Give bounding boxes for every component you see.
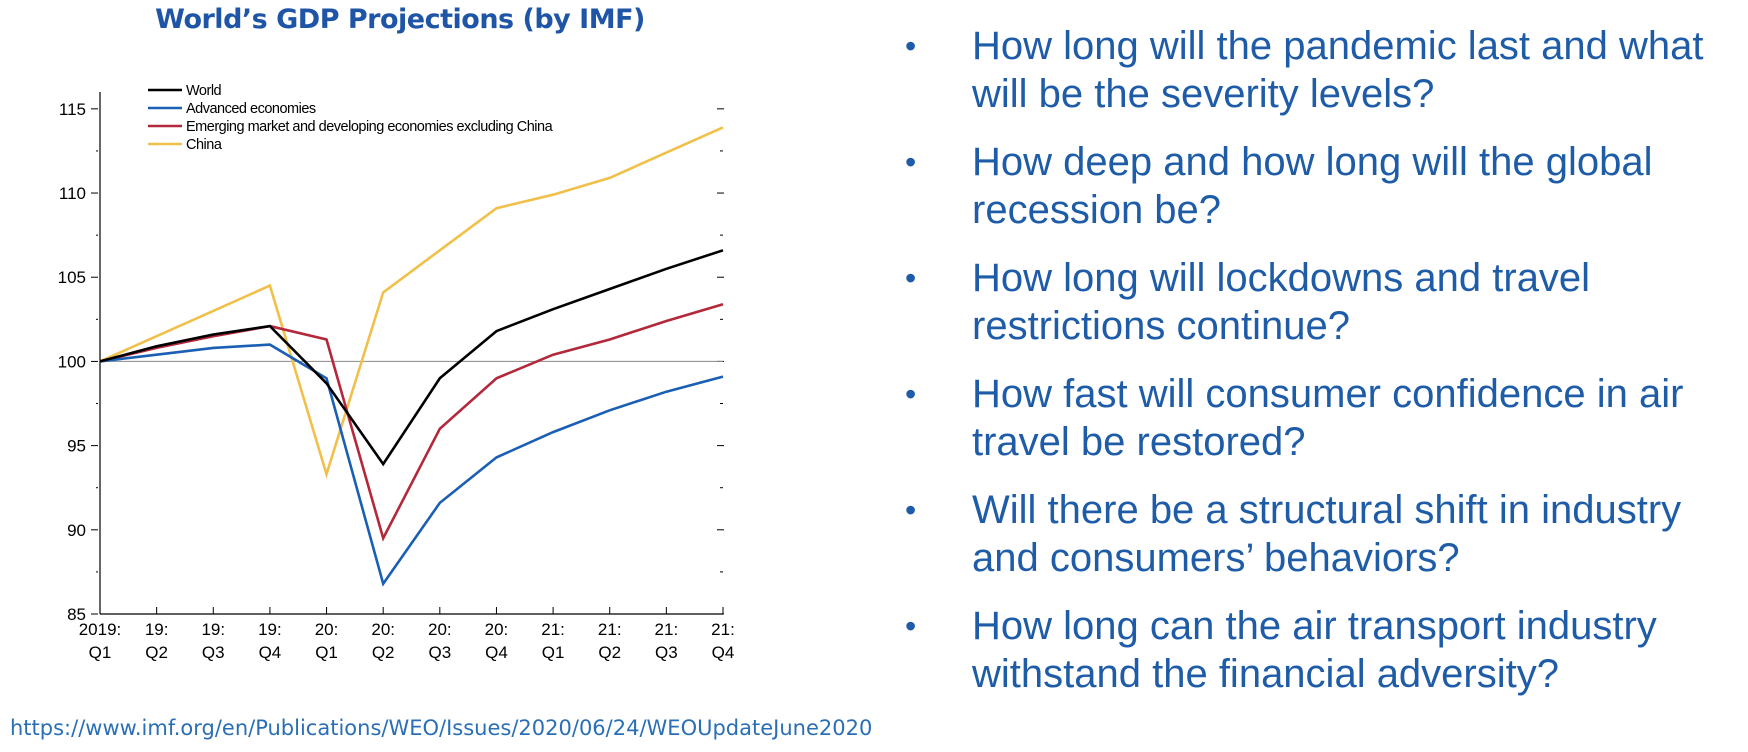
source-link[interactable]: https://www.imf.org/en/Publications/WEO/… [10,716,873,740]
bullet-dot-icon: • [905,492,917,528]
legend-label-china: China [186,137,223,153]
chart-title: World’s GDP Projections (by IMF) [155,4,645,35]
x-tick-label-quarter: Q2 [145,643,168,662]
question-item: • How fast will consumer confidence in ai… [905,370,1745,466]
y-tick-label: 110 [59,184,86,203]
x-tick-label-year: 20: [485,620,509,639]
bullet-dot-icon: • [905,28,917,64]
series-line-advanced-economies [99,343,724,587]
x-tick-label-quarter: Q4 [712,643,735,662]
x-tick-label-year: 20: [371,620,395,639]
x-tick-label-year: 19: [145,620,169,639]
y-tick-label: 115 [59,100,86,119]
series-line-china [99,126,724,479]
question-item: • How long can the air transport industry… [905,602,1745,698]
x-tick-label-quarter: Q3 [428,643,451,662]
bullet-dot-icon: • [905,608,917,644]
x-tick-label-quarter: Q4 [259,643,282,662]
x-tick-label-year: 21: [541,620,565,639]
question-text: How long will the pandemic last and what… [972,24,1704,116]
x-tick-label-year: 21: [655,620,679,639]
series-line-emerging-market-and-developing-economies-excluding-china [99,302,724,542]
bullet-dot-icon: • [905,376,917,412]
bullet-dot-icon: • [905,144,917,180]
y-tick-label: 90 [67,521,86,540]
x-tick-label-quarter: Q1 [542,643,565,662]
question-text: How fast will consumer confidence in air… [972,372,1684,464]
y-tick-label: 85 [67,605,86,624]
x-tick-label-year: 21: [711,620,735,639]
question-item: • How long will the pandemic last and wha… [905,22,1745,118]
x-tick-label-year: 20: [315,620,339,639]
x-tick-label-year: 21: [598,620,622,639]
question-item: • Will there be a structural shift in ind… [905,486,1745,582]
x-tick-label-quarter: Q1 [89,643,112,662]
x-tick-label-quarter: Q2 [372,643,395,662]
x-tick-label-year: 19: [201,620,225,639]
x-tick-label-year: 19: [258,620,282,639]
legend-label-advanced-economies: Advanced economies [186,101,316,117]
y-tick-label: 95 [67,437,86,456]
gdp-line-chart: 85 90 95 100 105 110 115 2019: Q1 19: Q2 19: Q3 19: Q4… [58,83,735,662]
series-line-world [99,249,724,467]
bullet-dot-icon: • [905,260,917,296]
y-tick-label: 100 [58,352,86,371]
question-text: How long will lockdowns and travel restr… [972,256,1591,348]
x-tick-label-year: 2019: [79,620,122,639]
legend-label-emerging-market-and-developing-economies-excluding-china: Emerging market and developing economies… [186,119,554,135]
x-tick-label-quarter: Q4 [485,643,508,662]
question-text: How deep and how long will the global re… [972,140,1653,232]
question-item: • How deep and how long will the global r… [905,138,1745,234]
x-tick-label-year: 20: [428,620,452,639]
x-tick-label-quarter: Q3 [655,643,678,662]
x-tick-label-quarter: Q3 [202,643,225,662]
question-item: • How long will lockdowns and travel rest… [905,254,1745,350]
x-tick-label-quarter: Q2 [598,643,621,662]
question-text: How long can the air transport industry … [972,604,1657,696]
y-tick-label: 105 [58,268,86,287]
x-tick-label-quarter: Q1 [315,643,338,662]
question-list: • How long will the pandemic last and wha… [905,22,1745,718]
question-text: Will there be a structural shift in indu… [972,488,1682,580]
legend-label-world: World [186,83,222,99]
